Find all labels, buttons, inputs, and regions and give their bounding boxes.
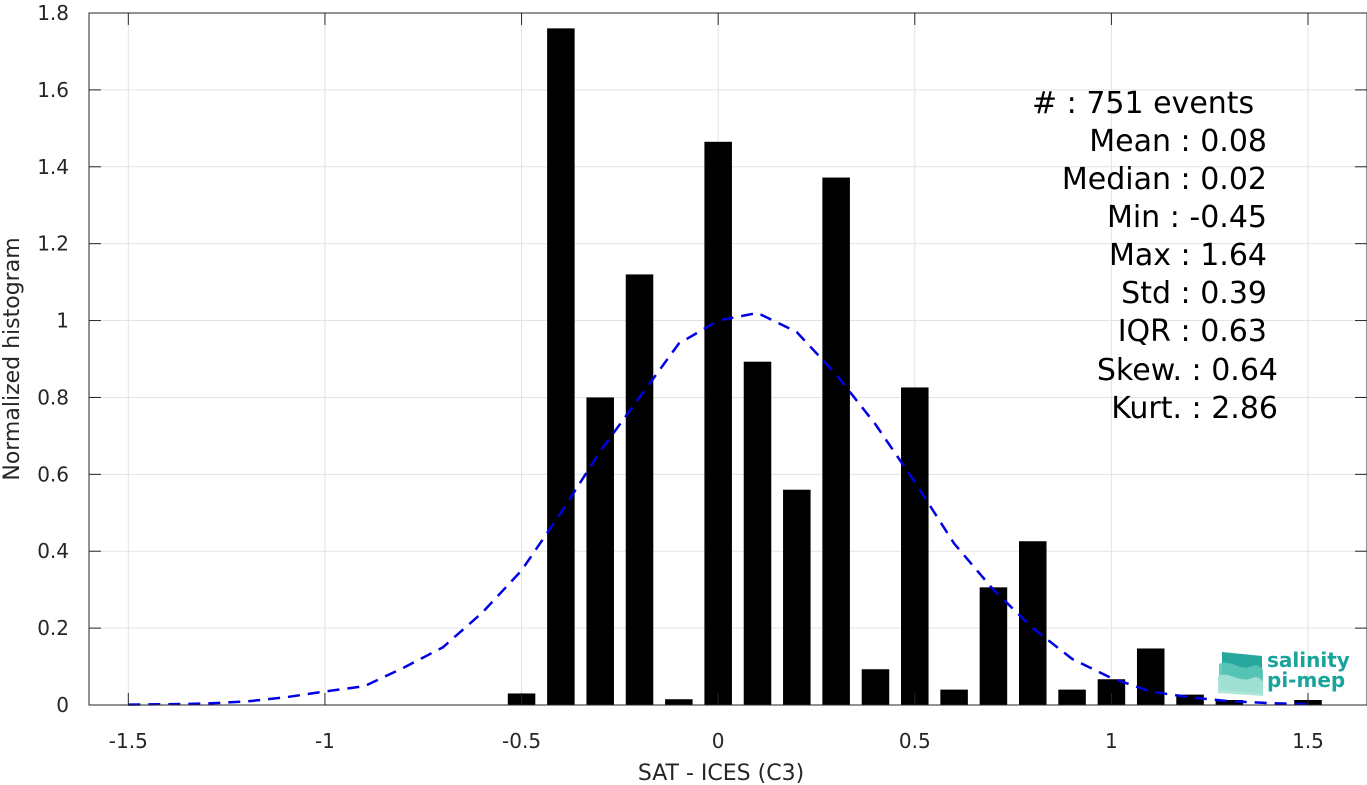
histogram-bar (1215, 700, 1244, 705)
logo-text-pi-mep: pi-mep (1267, 668, 1345, 692)
y-tick-label: 0.8 (37, 385, 69, 409)
histogram-bar (979, 587, 1008, 705)
x-axis-label: SAT - ICES (C3) (638, 761, 804, 785)
y-tick-label: 0.6 (37, 462, 69, 486)
stat-min: Min : -0.45 (1107, 200, 1267, 235)
histogram-bar (547, 28, 575, 705)
x-tick-label: 0.5 (899, 729, 931, 753)
histogram-bar (1058, 689, 1086, 705)
y-tick-labels: 0 0.2 0.4 0.6 0.8 1 1.2 1.4 1.6 1.8 (37, 1, 69, 717)
x-tick-label: 1 (1105, 729, 1118, 753)
histogram-bar (704, 141, 732, 706)
stat-count: # : 751 events (1032, 86, 1254, 121)
logo-text-salinity: salinity (1267, 648, 1350, 672)
histogram-bar (901, 387, 929, 705)
x-tick-label: 1.5 (1292, 729, 1324, 753)
stat-max: Max : 1.64 (1109, 238, 1267, 273)
salinity-pi-mep-logo: salinity pi-mep (1218, 648, 1350, 696)
histogram-bar (783, 489, 811, 705)
x-tick-label: -1 (315, 729, 335, 753)
histogram-bar (1136, 648, 1165, 705)
x-tick-labels: -1.5 -1 -0.5 0 0.5 1 1.5 (109, 729, 1324, 753)
x-tick-label: -1.5 (109, 729, 148, 753)
y-tick-label: 1.2 (37, 232, 69, 256)
x-tick-label: 0 (712, 729, 725, 753)
wave-logo-icon (1218, 652, 1263, 696)
y-tick-label: 0 (56, 693, 69, 717)
y-tick-label: 1.6 (37, 78, 69, 102)
histogram-bar (940, 689, 968, 705)
histogram-bar (822, 177, 850, 705)
stat-median: Median : 0.02 (1062, 162, 1267, 197)
histogram-bar (625, 274, 654, 705)
stat-mean: Mean : 0.08 (1089, 124, 1267, 159)
stat-std: Std : 0.39 (1121, 276, 1267, 311)
histogram-bar (861, 669, 890, 705)
stat-iqr: IQR : 0.63 (1118, 314, 1267, 349)
histogram-bar (586, 397, 614, 705)
x-tick-label: -0.5 (502, 729, 541, 753)
y-tick-label: 1 (56, 309, 69, 333)
histogram-bars (507, 28, 1322, 706)
y-tick-label: 0.4 (37, 539, 69, 563)
histogram-bar (1176, 694, 1204, 705)
stat-skew: Skew. : 0.64 (1097, 353, 1278, 388)
axes-box (88, 12, 1367, 706)
histogram-bar (1018, 541, 1047, 705)
histogram-bar (665, 699, 693, 705)
y-axis-label: Normalized histogram (0, 237, 25, 480)
y-tick-label: 1.8 (37, 1, 69, 25)
y-tick-label: 1.4 (37, 155, 69, 179)
y-tick-label: 0.2 (37, 616, 69, 640)
statistics-box: # : 751 events Mean : 0.08 Median : 0.02… (1032, 86, 1278, 426)
histogram-bar (743, 361, 772, 705)
stat-kurt: Kurt. : 2.86 (1111, 391, 1278, 426)
axes (88, 12, 1367, 706)
